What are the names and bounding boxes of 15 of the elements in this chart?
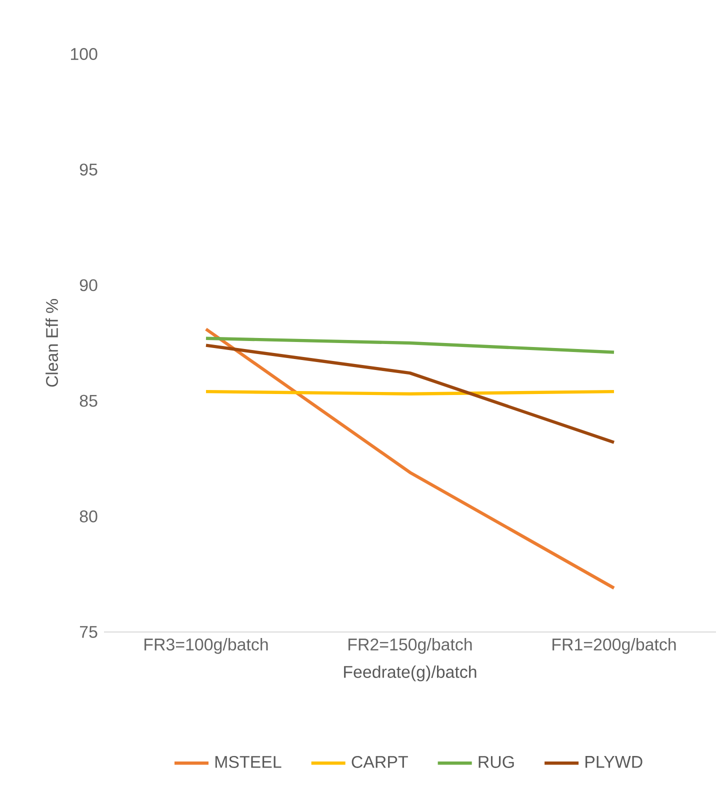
x-tick-label: FR2=150g/batch	[348, 638, 472, 654]
y-tick-label: 95	[80, 164, 98, 176]
legend-label: RUG	[478, 756, 514, 768]
x-tick-label: FR3=100g/batch	[144, 638, 268, 654]
y-tick-label: 75	[80, 626, 98, 638]
legend-label: MSTEEL	[215, 756, 282, 768]
legend-label: CARPT	[352, 756, 408, 768]
y-axis-title: Clean Eff %	[46, 299, 58, 387]
y-tick-label: 100	[70, 48, 98, 60]
y-tick-label: 85	[80, 394, 98, 407]
y-tick-label: 90	[80, 279, 98, 292]
legend-label: PLYWD	[586, 756, 642, 768]
x-axis-title: Feedrate(g)/batch	[344, 666, 476, 682]
y-tick-label: 80	[80, 510, 98, 522]
x-tick-label: FR1=200g/batch	[552, 638, 676, 654]
